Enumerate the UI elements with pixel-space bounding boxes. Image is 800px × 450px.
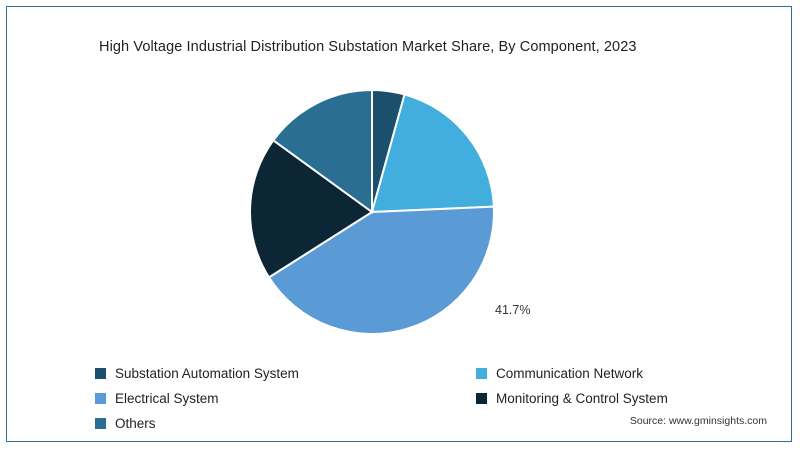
legend-swatch-icon bbox=[95, 368, 106, 379]
legend-swatch-icon bbox=[476, 368, 487, 379]
legend-item-label: Monitoring & Control System bbox=[496, 391, 668, 406]
pie-slice-label-electrical: 41.7% bbox=[495, 303, 531, 317]
legend-column-right: Communication Network Monitoring & Contr… bbox=[476, 362, 776, 412]
pie-slice[interactable] bbox=[271, 88, 373, 214]
legend-item-label: Communication Network bbox=[496, 366, 644, 381]
legend-swatch-icon bbox=[476, 393, 487, 404]
legend-item-label: Substation Automation System bbox=[115, 366, 299, 381]
legend-swatch-icon bbox=[95, 418, 106, 429]
pie-slice[interactable] bbox=[370, 93, 495, 214]
pie-slice[interactable] bbox=[267, 205, 495, 335]
legend-item[interactable]: Others bbox=[95, 412, 395, 435]
legend-swatch-icon bbox=[95, 393, 106, 404]
chart-frame: High Voltage Industrial Distribution Sub… bbox=[6, 6, 792, 442]
legend-item-label: Electrical System bbox=[115, 391, 219, 406]
legend-item[interactable]: Monitoring & Control System bbox=[476, 387, 776, 410]
pie-chart: 41.7% bbox=[247, 87, 531, 352]
page-title: High Voltage Industrial Distribution Sub… bbox=[99, 39, 637, 55]
pie-svg-container bbox=[247, 87, 497, 337]
legend-column-left: Substation Automation System Electrical … bbox=[95, 362, 395, 437]
legend-item-label: Others bbox=[115, 416, 156, 431]
legend-item[interactable]: Electrical System bbox=[95, 387, 395, 410]
pie-slice[interactable] bbox=[249, 138, 374, 279]
legend-item[interactable]: Communication Network bbox=[476, 362, 776, 385]
pie-svg bbox=[249, 88, 495, 335]
source-attribution: Source: www.gminsights.com bbox=[629, 415, 767, 427]
legend-item[interactable]: Substation Automation System bbox=[95, 362, 395, 385]
